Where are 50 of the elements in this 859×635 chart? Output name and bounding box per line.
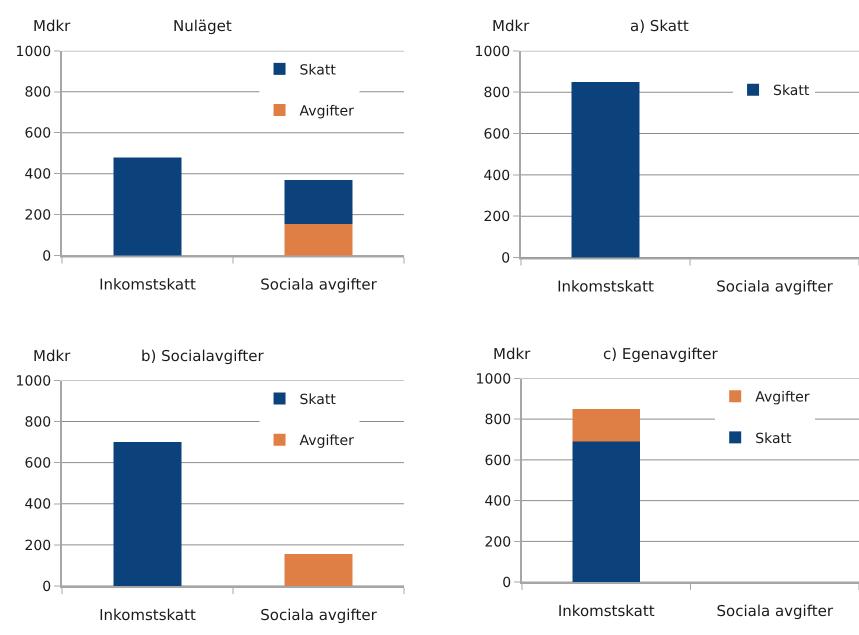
chart-title: Nuläget (173, 17, 232, 35)
y-tick-label: 200 (24, 208, 52, 224)
legend-label: Avgifter (300, 433, 354, 450)
y-axis-title: Mdkr (33, 347, 72, 365)
y-tick-label: 1000 (16, 44, 52, 60)
chart-title: a) Skatt (630, 17, 689, 35)
y-tick-label: 1000 (476, 371, 512, 388)
y-tick-label: 800 (24, 84, 52, 101)
y-axis-title: Mdkr (33, 17, 72, 35)
legend-label: Skatt (755, 430, 792, 447)
y-tick-label: 200 (484, 534, 512, 550)
y-tick-label: 0 (502, 575, 512, 592)
x-tick-label: Inkomstskatt (99, 276, 196, 294)
x-tick-label: Sociala avgifter (716, 602, 834, 620)
x-tick-label: Inkomstskatt (557, 278, 654, 296)
chart-title: b) Socialavgifter (141, 347, 264, 365)
bar (284, 180, 353, 224)
y-tick-label: 200 (24, 538, 52, 554)
y-tick-label: 1000 (16, 373, 52, 390)
bar (113, 157, 182, 256)
legend-label: Skatt (300, 392, 336, 408)
legend-label: Avgifter (300, 104, 354, 120)
y-tick-label: 600 (484, 452, 512, 469)
y-tick-label: 800 (484, 412, 512, 428)
x-tick-label: Sociala avgifter (260, 276, 378, 294)
x-tick-label: Sociala avgifter (716, 278, 834, 296)
y-tick-label: 600 (483, 126, 510, 142)
y-tick-label: 1000 (474, 44, 510, 60)
x-tick-label: Inkomstskatt (99, 606, 196, 624)
y-tick-label: 0 (501, 250, 510, 266)
y-tick-label: 400 (484, 494, 512, 510)
bar (284, 224, 353, 256)
y-tick-label: 400 (483, 168, 510, 184)
y-tick-label: 600 (24, 456, 52, 472)
y-tick-label: 0 (42, 578, 52, 595)
y-tick-label: 400 (24, 496, 52, 513)
legend-label: Avgifter (755, 390, 810, 406)
y-axis-title: Mdkr (492, 17, 530, 35)
x-tick-label: Inkomstskatt (558, 602, 655, 620)
legend-label: Skatt (773, 83, 810, 100)
y-tick-label: 0 (42, 248, 52, 264)
y-tick-label: 800 (483, 85, 510, 102)
y-axis-title: Mdkr (493, 345, 532, 363)
y-tick-label: 800 (24, 414, 52, 430)
x-tick-label: Sociala avgifter (260, 606, 378, 624)
legend-label: Skatt (300, 62, 336, 78)
y-tick-label: 200 (483, 209, 510, 226)
chart-title: c) Egenavgifter (603, 345, 718, 363)
y-tick-label: 400 (24, 166, 52, 183)
y-tick-label: 600 (24, 126, 52, 142)
